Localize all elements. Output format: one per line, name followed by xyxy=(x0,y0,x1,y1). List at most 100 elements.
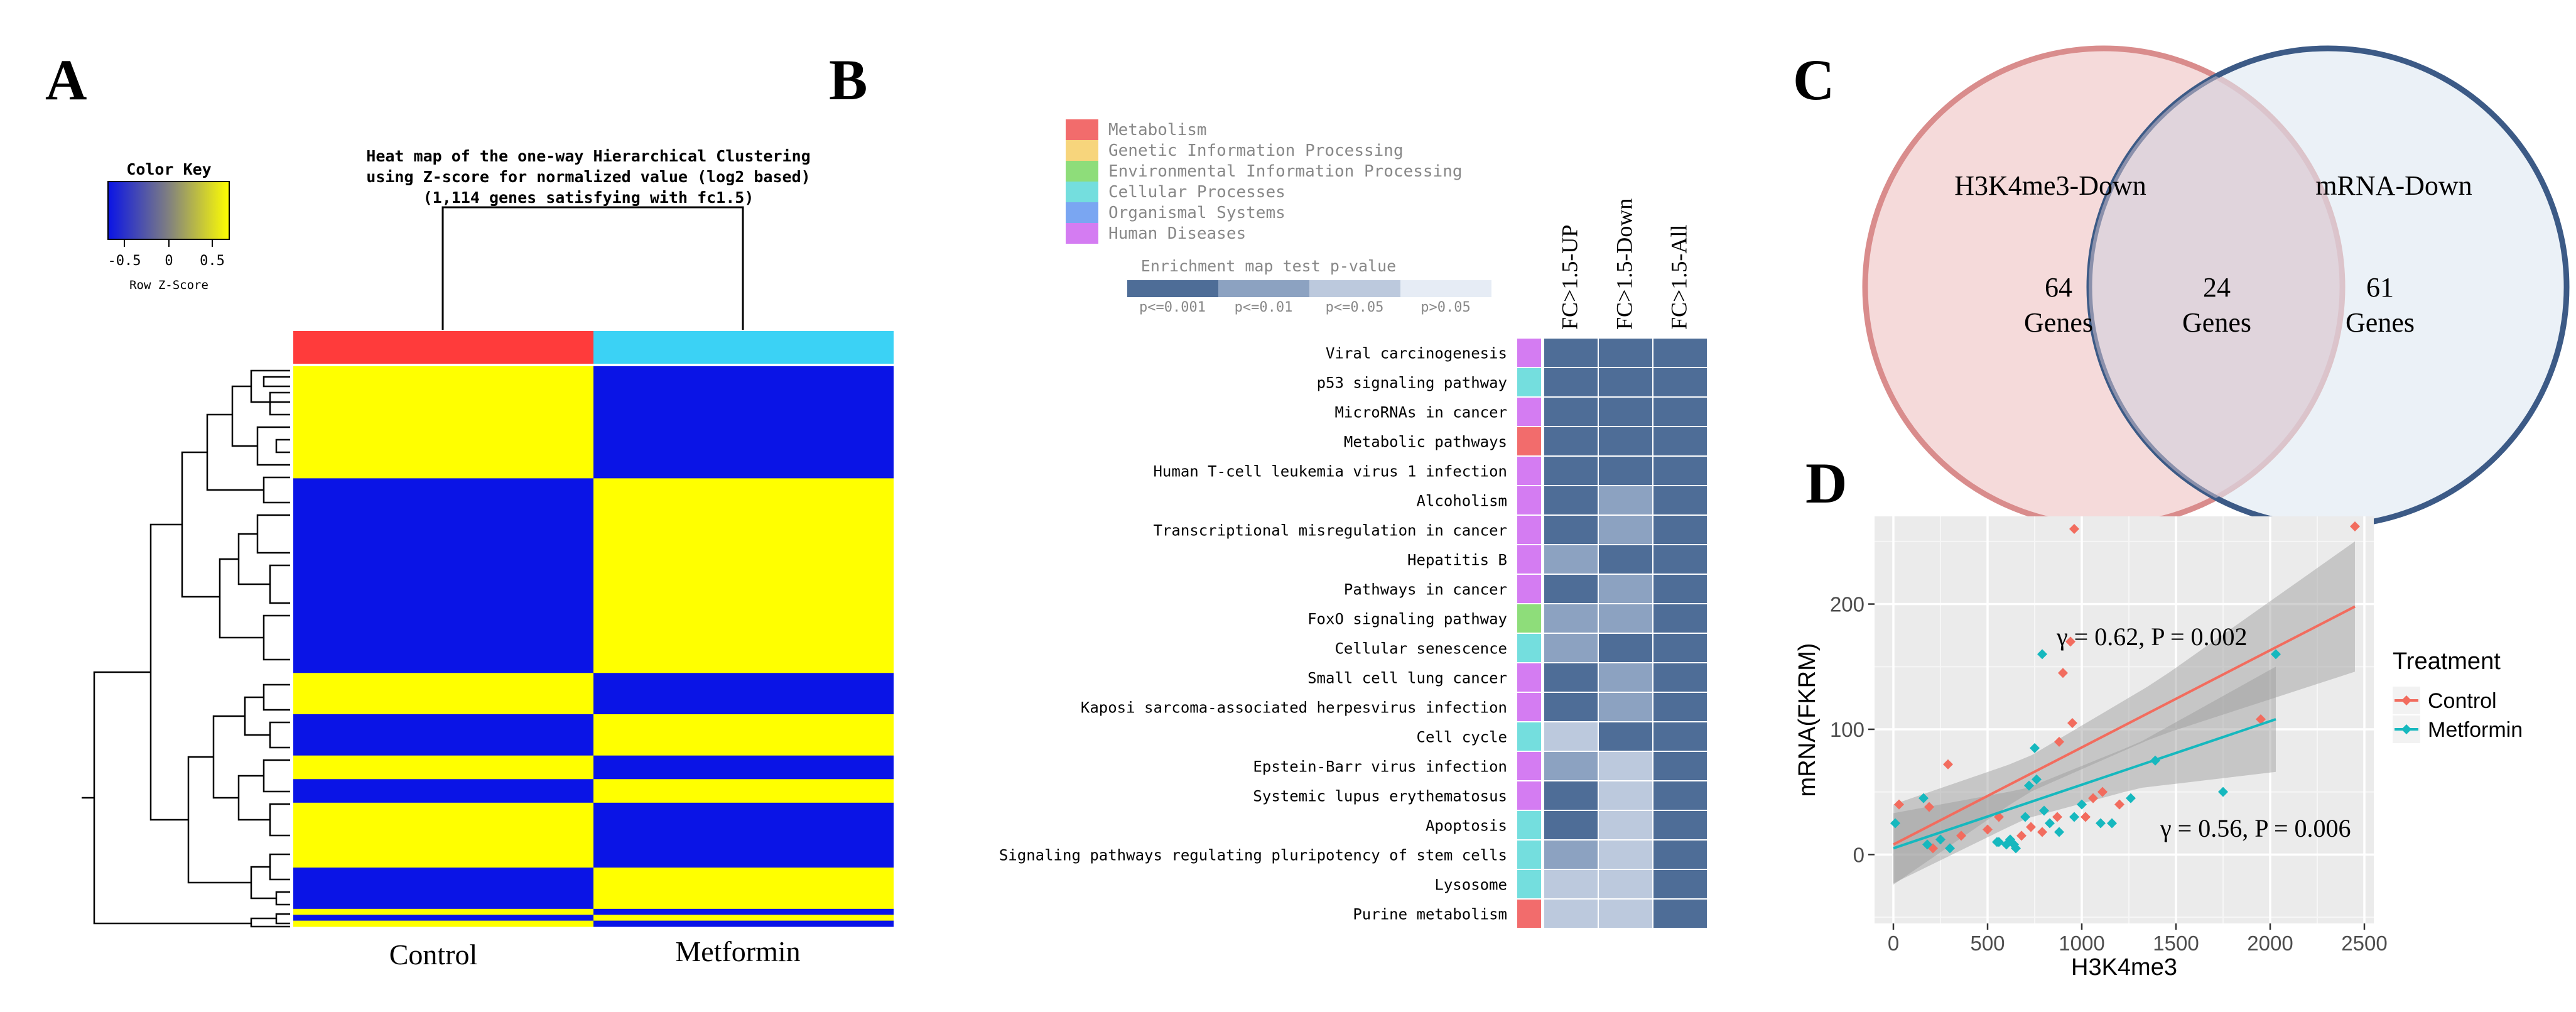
pvalue-cell xyxy=(1598,544,1653,575)
pvalue-cell xyxy=(1598,337,1653,368)
legend-swatch xyxy=(1066,161,1098,182)
pvalue-cell xyxy=(1652,396,1708,427)
pvalue-cell xyxy=(1652,426,1708,457)
data-point xyxy=(2069,812,2079,822)
color-key: Color Key -0.5 0 0.5 Row Z-Score xyxy=(107,160,230,292)
pvalue-cell xyxy=(1598,839,1653,870)
venn-overlap-count: 24 xyxy=(2203,272,2231,303)
category-cell xyxy=(1516,367,1542,398)
pvalue-swatch xyxy=(1218,280,1309,297)
x-tick-label: 2500 xyxy=(2341,932,2387,955)
data-point xyxy=(2067,717,2077,728)
legend-swatch xyxy=(1066,182,1098,202)
heatmap-cell-control xyxy=(293,673,593,715)
pvalue-cell xyxy=(1652,692,1708,722)
pathway-label: Systemic lupus erythematosus xyxy=(1253,788,1507,805)
pvalue-legend-title: Enrichment map test p-value xyxy=(1141,257,1396,275)
pvalue-cell xyxy=(1543,633,1599,663)
pathway-label: Alcoholism xyxy=(1417,492,1508,510)
heatmap-cell-metformin xyxy=(593,714,894,756)
pvalue-cell xyxy=(1598,810,1653,841)
legend-label: Human Diseases xyxy=(1108,224,1246,243)
venn-left-count: 64 xyxy=(2045,272,2072,303)
regression-line xyxy=(1893,605,2356,846)
heatmap-cell-metformin xyxy=(593,920,894,927)
data-point xyxy=(1890,818,1900,829)
category-cell xyxy=(1516,751,1542,781)
x-tick-label: 1000 xyxy=(2059,932,2104,955)
pvalue-cell xyxy=(1652,839,1708,870)
pvalue-cell xyxy=(1652,721,1708,752)
pvalue-cell xyxy=(1598,485,1653,516)
heatmap-cell-metformin xyxy=(593,755,894,780)
heatmap-a xyxy=(293,366,894,927)
data-point xyxy=(2045,818,2055,829)
legend-marker xyxy=(2401,724,2411,734)
data-point xyxy=(1994,837,2004,847)
pvalue-swatch xyxy=(1127,280,1218,297)
confidence-band xyxy=(1893,541,2355,885)
category-cell xyxy=(1516,426,1542,457)
heatmap-cell-control xyxy=(293,908,593,915)
pvalue-cell xyxy=(1652,574,1708,604)
pathway-label: Metabolic pathways xyxy=(1344,433,1507,451)
heatmap-cell-control xyxy=(293,915,593,922)
category-cell xyxy=(1516,574,1542,604)
data-point xyxy=(2020,812,2030,822)
data-point xyxy=(2096,818,2106,829)
venn-right-count: 61 xyxy=(2366,272,2394,303)
data-point xyxy=(1924,802,1934,812)
pvalue-cell xyxy=(1652,751,1708,781)
data-point xyxy=(2107,818,2117,829)
annotation-metformin: γ = 0.56, P = 0.006 xyxy=(2160,814,2351,842)
data-point xyxy=(2052,812,2062,822)
x-tick-label: 0 xyxy=(1888,932,1899,955)
pvalue-cell xyxy=(1598,662,1653,693)
category-cell xyxy=(1516,396,1542,427)
pvalue-swatch xyxy=(1400,280,1491,297)
pvalue-cell xyxy=(1543,426,1599,457)
panel-b-label: B xyxy=(829,48,867,112)
legend-label: Organismal Systems xyxy=(1108,204,1285,222)
data-point xyxy=(2065,636,2075,647)
color-key-tick-label: -0.5 xyxy=(108,253,141,269)
venn-left-genes: Genes xyxy=(2024,307,2093,338)
panel-a-label: A xyxy=(45,48,87,112)
column-dendrogram xyxy=(441,206,744,330)
pvalue-cell xyxy=(1652,662,1708,693)
heatmap-cell-control xyxy=(293,714,593,756)
title-line-3: (1,114 genes satisfying with fc1.5) xyxy=(423,188,754,207)
pvalue-cell xyxy=(1598,692,1653,722)
pvalue-cell xyxy=(1598,367,1653,398)
pvalue-cell xyxy=(1652,869,1708,900)
pathway-label: Purine metabolism xyxy=(1353,906,1507,923)
data-point xyxy=(2069,523,2079,534)
pvalue-cell xyxy=(1543,810,1599,841)
color-key-gradient xyxy=(107,181,230,240)
pathway-label: Small cell lung cancer xyxy=(1307,670,1507,687)
data-point xyxy=(1935,834,1946,845)
legend-swatch xyxy=(1066,223,1098,244)
category-cell xyxy=(1516,839,1542,870)
pvalue-cell xyxy=(1652,337,1708,368)
color-key-label: Row Z-Score xyxy=(129,278,208,292)
pvalue-label: p<=0.05 xyxy=(1326,300,1384,315)
y-tick-label: 200 xyxy=(1830,593,1864,616)
category-cell xyxy=(1516,544,1542,575)
category-cell xyxy=(1516,898,1542,929)
color-key-tick-label: 0.5 xyxy=(200,253,225,269)
data-point xyxy=(2054,827,2064,837)
category-cell xyxy=(1516,603,1542,634)
x-axis-label: H3K4me3 xyxy=(2071,954,2177,981)
data-point xyxy=(2097,786,2108,797)
category-cell xyxy=(1516,337,1542,368)
x-tick-label: 2000 xyxy=(2247,932,2293,955)
venn-overlap-genes: Genes xyxy=(2182,307,2251,338)
heatmap-cell-control xyxy=(293,779,593,803)
pvalue-cell xyxy=(1652,455,1708,486)
pvalue-cell xyxy=(1652,367,1708,398)
data-point xyxy=(2030,743,2040,753)
data-point xyxy=(1894,799,1904,810)
pvalue-cell xyxy=(1598,751,1653,781)
